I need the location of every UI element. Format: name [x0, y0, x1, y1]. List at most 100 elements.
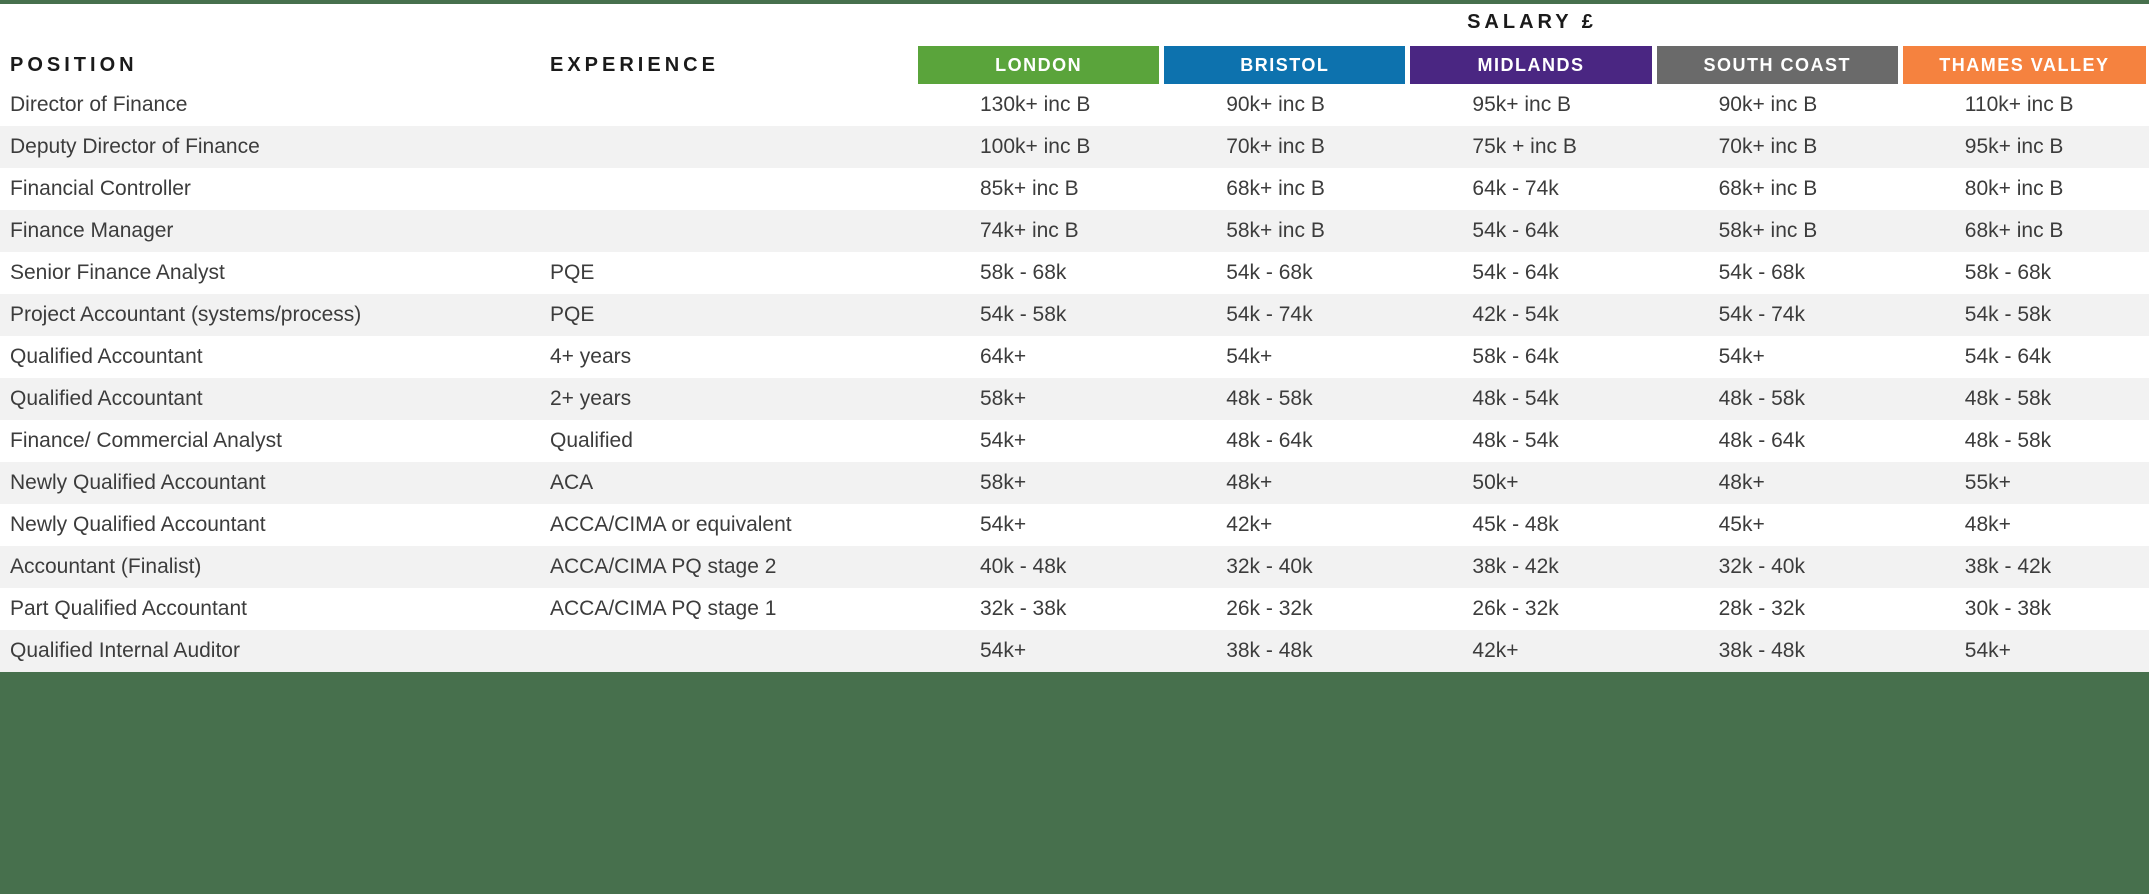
- position-cell: Financial Controller: [10, 177, 191, 200]
- salary-cell-midlands: 26k - 32k: [1472, 597, 1559, 620]
- position-cell: Accountant (Finalist): [10, 555, 202, 578]
- salary-cell-thames-valley: 80k+ inc B: [1964, 177, 2064, 200]
- experience-cell: ACA: [550, 471, 594, 494]
- salary-cell-thames-valley: 110k+ inc B: [1964, 93, 2074, 116]
- salary-cell-south-coast: 90k+ inc B: [1718, 93, 1818, 116]
- experience-cell: Qualified: [550, 429, 633, 452]
- position-cell: Qualified Accountant: [10, 387, 203, 410]
- salary-cell-bristol: 54k+: [1226, 345, 1273, 368]
- experience-cell: [550, 630, 918, 672]
- salary-cell-london: 54k+: [980, 429, 1027, 452]
- salary-cell-midlands: 48k - 54k: [1472, 429, 1559, 452]
- salary-cell-midlands: 38k - 42k: [1472, 555, 1559, 578]
- salary-cell-bristol: 48k - 64k: [1226, 429, 1313, 452]
- salary-cell-south-coast: 54k - 74k: [1718, 303, 1805, 326]
- table-row: Deputy Director of Finance 100k+ inc B 70k…: [0, 126, 2149, 168]
- salary-cell-bristol: 70k+ inc B: [1226, 135, 1325, 158]
- salary-cell-london: 130k+ inc B: [980, 93, 1091, 116]
- table-row: Director of Finance 130k+ inc B 90k+ inc B…: [0, 84, 2149, 126]
- salary-cell-london: 58k+: [980, 471, 1027, 494]
- region-header-south-coast: SOUTH COAST: [1656, 46, 1898, 84]
- position-cell: Finance Manager: [10, 219, 174, 242]
- table-header-row: POSITION EXPERIENCE LONDON BRISTOL MIDLAND…: [0, 46, 2149, 84]
- table-row: Finance/ Commercial Analyst Qualified 54k+…: [0, 420, 2149, 462]
- salary-cell-south-coast: 45k+: [1718, 513, 1765, 536]
- salary-cell-bristol: 42k+: [1226, 513, 1273, 536]
- experience-cell: [550, 126, 918, 168]
- salary-cell-south-coast: 48k - 58k: [1718, 387, 1805, 410]
- top-accent-strip: [0, 0, 2149, 4]
- salary-cell-thames-valley: 68k+ inc B: [1964, 219, 2064, 242]
- salary-cell-midlands: 64k - 74k: [1472, 177, 1559, 200]
- region-header-london: LONDON: [918, 46, 1160, 84]
- salary-cell-south-coast: 32k - 40k: [1718, 555, 1805, 578]
- salary-cell-south-coast: 54k - 68k: [1718, 261, 1805, 284]
- salary-cell-midlands: 95k+ inc B: [1472, 93, 1572, 116]
- salary-cell-south-coast: 68k+ inc B: [1718, 177, 1818, 200]
- experience-column-header: EXPERIENCE: [550, 54, 719, 76]
- salary-cell-bristol: 38k - 48k: [1226, 639, 1313, 662]
- salary-cell-bristol: 48k - 58k: [1226, 387, 1313, 410]
- table-row: Qualified Accountant 4+ years 64k+ 54k+ 58k …: [0, 336, 2149, 378]
- salary-cell-thames-valley: 58k - 68k: [1964, 261, 2052, 284]
- table-row: Accountant (Finalist) ACCA/CIMA PQ stage …: [0, 546, 2149, 588]
- experience-cell: [550, 84, 918, 126]
- salary-cell-thames-valley: 48k - 58k: [1964, 387, 2052, 410]
- position-cell: Project Accountant (systems/process): [10, 303, 362, 326]
- position-cell: Senior Finance Analyst: [10, 261, 225, 284]
- position-column-header: POSITION: [10, 54, 138, 76]
- salary-cell-midlands: 54k - 64k: [1472, 261, 1559, 284]
- experience-cell: PQE: [550, 261, 595, 284]
- position-cell: Deputy Director of Finance: [10, 135, 260, 158]
- salary-cell-south-coast: 58k+ inc B: [1718, 219, 1818, 242]
- position-cell: Qualified Accountant: [10, 345, 203, 368]
- salary-cell-thames-valley: 55k+: [1964, 471, 2011, 494]
- salary-cell-midlands: 58k - 64k: [1472, 345, 1559, 368]
- experience-cell: ACCA/CIMA PQ stage 1: [550, 597, 777, 620]
- salary-cell-london: 40k - 48k: [980, 555, 1067, 578]
- salary-cell-thames-valley: 30k - 38k: [1964, 597, 2052, 620]
- salary-cell-south-coast: 54k+: [1718, 345, 1765, 368]
- table-row: Finance Manager 74k+ inc B 58k+ inc B 54k -…: [0, 210, 2149, 252]
- table-body: Director of Finance 130k+ inc B 90k+ inc B…: [0, 84, 2149, 672]
- salary-cell-thames-valley: 54k+: [1964, 639, 2011, 662]
- experience-cell: ACCA/CIMA PQ stage 2: [550, 555, 777, 578]
- salary-cell-bristol: 68k+ inc B: [1226, 177, 1325, 200]
- experience-cell: 4+ years: [550, 345, 632, 368]
- salary-cell-thames-valley: 48k+: [1964, 513, 2011, 536]
- position-cell: Newly Qualified Accountant: [10, 513, 266, 536]
- salary-cell-thames-valley: 95k+ inc B: [1964, 135, 2064, 158]
- table-row: Newly Qualified Accountant ACCA/CIMA or e…: [0, 504, 2149, 546]
- salary-cell-midlands: 50k+: [1472, 471, 1519, 494]
- experience-cell: 2+ years: [550, 387, 632, 410]
- region-header-bristol: BRISTOL: [1164, 46, 1406, 84]
- salary-cell-thames-valley: 48k - 58k: [1964, 429, 2052, 452]
- table-row: Qualified Accountant 2+ years 58k+ 48k - 58…: [0, 378, 2149, 420]
- experience-cell: ACCA/CIMA or equivalent: [550, 513, 792, 536]
- table-row: Project Accountant (systems/process) PQE 5…: [0, 294, 2149, 336]
- salary-cell-midlands: 42k+: [1472, 639, 1519, 662]
- salary-cell-thames-valley: 38k - 42k: [1964, 555, 2052, 578]
- salary-cell-bristol: 54k - 68k: [1226, 261, 1313, 284]
- salary-cell-london: 54k+: [980, 639, 1027, 662]
- salary-cell-london: 58k - 68k: [980, 261, 1067, 284]
- salary-cell-midlands: 54k - 64k: [1472, 219, 1559, 242]
- experience-cell: PQE: [550, 303, 595, 326]
- experience-cell: [550, 210, 918, 252]
- table-row: Qualified Internal Auditor 54k+ 38k - 48k 4…: [0, 630, 2149, 672]
- position-cell: Qualified Internal Auditor: [10, 639, 240, 662]
- salary-cell-bristol: 54k - 74k: [1226, 303, 1313, 326]
- footer-band: [0, 672, 2149, 894]
- salary-cell-south-coast: 48k - 64k: [1718, 429, 1805, 452]
- salary-cell-south-coast: 70k+ inc B: [1718, 135, 1818, 158]
- position-cell: Director of Finance: [10, 93, 188, 116]
- salary-cell-london: 32k - 38k: [980, 597, 1067, 620]
- table-row: Newly Qualified Accountant ACA 58k+ 48k+ 50k…: [0, 462, 2149, 504]
- salary-cell-london: 54k - 58k: [980, 303, 1067, 326]
- region-header-thames-valley: THAMES VALLEY: [1902, 46, 2146, 84]
- salary-cell-london: 74k+ inc B: [980, 219, 1079, 242]
- table-row: Financial Controller 85k+ inc B 68k+ inc B…: [0, 168, 2149, 210]
- experience-cell: [550, 168, 918, 210]
- salary-cell-london: 64k+: [980, 345, 1027, 368]
